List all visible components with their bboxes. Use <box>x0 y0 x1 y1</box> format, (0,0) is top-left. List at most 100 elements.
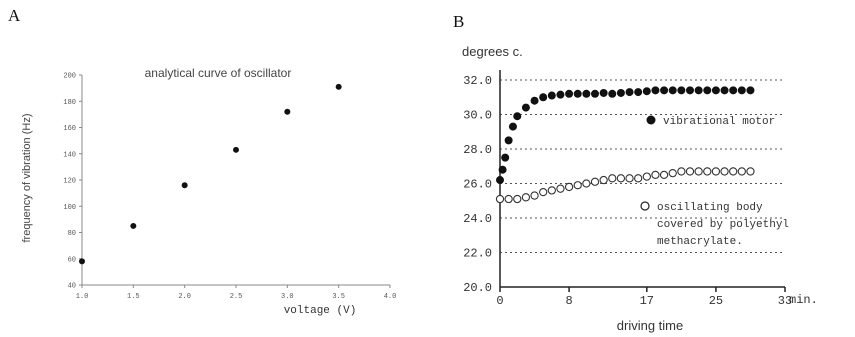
chart-b-point-oscillating-body <box>720 167 729 176</box>
chart-b-y-tick-label: 24.0 <box>463 212 492 226</box>
annotation-oscillating-line-1: oscillating body <box>657 202 763 214</box>
chart-b-point-vibrational-motor <box>746 86 755 95</box>
chart-b-point-vibrational-motor <box>504 136 513 145</box>
chart-b-point-vibrational-motor <box>703 86 712 95</box>
chart-b-point-vibrational-motor <box>677 86 686 95</box>
chart-b-point-oscillating-body <box>616 174 626 183</box>
chart-a-x-tick-label: 2.0 <box>178 293 191 301</box>
panel-a-label: A <box>8 6 21 25</box>
chart-b-point-oscillating-body <box>547 186 556 195</box>
chart-b-point-vibrational-motor <box>599 88 608 97</box>
chart-b-x-tick-label: 33 <box>778 294 792 308</box>
chart-b-point-vibrational-motor <box>625 88 634 97</box>
chart-a-y-label: frequency of vibration (Hz) <box>21 114 33 243</box>
chart-b-point-vibrational-motor <box>711 86 720 95</box>
chart-b-point-oscillating-body <box>746 167 755 176</box>
chart-b-point-vibrational-motor <box>501 153 510 162</box>
chart-a-point <box>130 222 137 229</box>
chart-b-y-tick-label: 32.0 <box>463 74 492 88</box>
chart-a-y-tick-label: 100 <box>63 204 76 212</box>
chart-b-point-vibrational-motor <box>737 86 746 95</box>
chart-b-point-oscillating-body <box>694 167 703 176</box>
chart-a: 1.0 1.5 2.0 2.5 3.0 3.5 4.0 40 60 80 100 120 140 160… <box>21 66 396 317</box>
chart-a-y-tick-label: 180 <box>63 99 76 107</box>
chart-b-point-vibrational-motor <box>513 112 522 121</box>
chart-b-point-oscillating-body <box>677 167 686 176</box>
chart-b-point-oscillating-body <box>513 194 522 204</box>
chart-b-point-vibrational-motor <box>668 86 677 95</box>
chart-a-y-tick-label: 60 <box>68 256 76 264</box>
chart-a-x-tick-label: 1.5 <box>127 293 140 301</box>
chart-a-x-label: voltage (V) <box>284 305 357 317</box>
chart-b-point-vibrational-motor <box>616 88 625 97</box>
chart-b-y-label: degrees c. <box>462 44 523 59</box>
chart-b-point-vibrational-motor <box>521 103 530 112</box>
chart-b-point-oscillating-body <box>539 187 548 197</box>
chart-b-x-tick-label: 25 <box>709 294 723 308</box>
chart-b-point-oscillating-body <box>495 194 505 204</box>
chart-b-point-oscillating-body <box>530 191 539 200</box>
chart-b-point-vibrational-motor <box>694 86 703 95</box>
chart-b-point-oscillating-body <box>668 168 677 178</box>
chart-a-x-tick-label: 2.5 <box>230 293 243 301</box>
chart-b-point-oscillating-body <box>703 167 712 176</box>
chart-b-x-unit: min. <box>789 293 818 307</box>
chart-a-x-ticks: 1.0 1.5 2.0 2.5 3.0 3.5 4.0 <box>76 285 397 301</box>
chart-b-x-tick-label: 17 <box>640 294 654 308</box>
chart-a-y-tick-label: 200 <box>63 73 76 81</box>
chart-a-y-tick-label: 160 <box>63 125 76 133</box>
chart-a-x-tick-label: 3.5 <box>332 293 345 301</box>
chart-b-x-label: driving time <box>617 318 683 333</box>
chart-b-point-vibrational-motor <box>530 96 539 105</box>
legend-marker-filled-circle <box>646 115 656 125</box>
chart-a-x-tick-label: 1.0 <box>76 293 89 301</box>
chart-a-x-tick-label: 4.0 <box>384 293 397 301</box>
chart-b-point-vibrational-motor <box>496 176 504 185</box>
chart-b-point-vibrational-motor <box>651 86 660 95</box>
panel-b-label: B <box>453 12 465 31</box>
chart-b-point-vibrational-motor <box>720 86 729 95</box>
chart-b-point-oscillating-body <box>685 167 695 176</box>
chart-b-point-oscillating-body <box>651 170 660 180</box>
chart-b-point-vibrational-motor <box>660 86 669 95</box>
chart-b-point-oscillating-body <box>573 181 582 190</box>
chart-a-y-tick-label: 140 <box>63 151 76 159</box>
chart-b-point-vibrational-motor <box>591 89 599 98</box>
chart-a-y-ticks: 40 60 80 100 120 140 160 180 200 <box>63 73 82 291</box>
chart-b-point-vibrational-motor <box>608 89 617 98</box>
annotation-oscillating-line-3: methacrylate. <box>657 236 743 248</box>
chart-a-y-tick-label: 40 <box>68 283 76 291</box>
legend-marker-open-circle <box>640 201 650 211</box>
chart-b-point-oscillating-body <box>634 174 643 183</box>
annotation-vibrational-motor: vibrational motor <box>663 116 775 128</box>
chart-b-series-oscillating-body <box>495 167 755 204</box>
chart-b: 0 8 17 25 33 20.0 22.0 24.0 26.0 28.0 30.0 32.0 de… <box>462 44 818 333</box>
chart-a-x-tick-label: 3.0 <box>281 293 294 301</box>
chart-b-point-oscillating-body <box>659 170 669 180</box>
chart-b-y-tick-label: 22.0 <box>463 247 492 261</box>
chart-b-point-oscillating-body <box>504 194 513 204</box>
chart-b-y-ticks: 20.0 22.0 24.0 26.0 28.0 30.0 32.0 <box>463 74 492 295</box>
chart-b-y-tick-label: 26.0 <box>463 178 492 192</box>
chart-b-x-tick-label: 8 <box>565 294 572 308</box>
chart-b-point-vibrational-motor <box>634 88 643 97</box>
chart-b-point-oscillating-body <box>625 174 634 183</box>
chart-b-point-vibrational-motor <box>539 93 548 102</box>
chart-a-y-tick-label: 120 <box>63 178 76 186</box>
chart-b-point-oscillating-body <box>642 172 651 181</box>
chart-b-point-oscillating-body <box>556 184 565 193</box>
chart-b-x-tick-label: 0 <box>496 294 503 308</box>
chart-b-point-vibrational-motor <box>508 122 517 131</box>
chart-b-series-vibrational-motor <box>496 86 755 185</box>
chart-b-x-ticks: 0 8 17 25 33 <box>496 287 792 308</box>
chart-b-point-vibrational-motor <box>556 90 565 99</box>
chart-b-y-tick-label: 28.0 <box>463 143 492 157</box>
chart-a-point <box>79 258 85 265</box>
chart-a-y-tick-label: 80 <box>68 230 76 238</box>
chart-b-point-oscillating-body <box>564 182 574 192</box>
annotation-oscillating-line-2: covered by polyethyl <box>657 219 789 231</box>
chart-a-point <box>181 182 188 189</box>
chart-b-point-oscillating-body <box>599 175 608 185</box>
chart-a-point <box>233 146 239 153</box>
